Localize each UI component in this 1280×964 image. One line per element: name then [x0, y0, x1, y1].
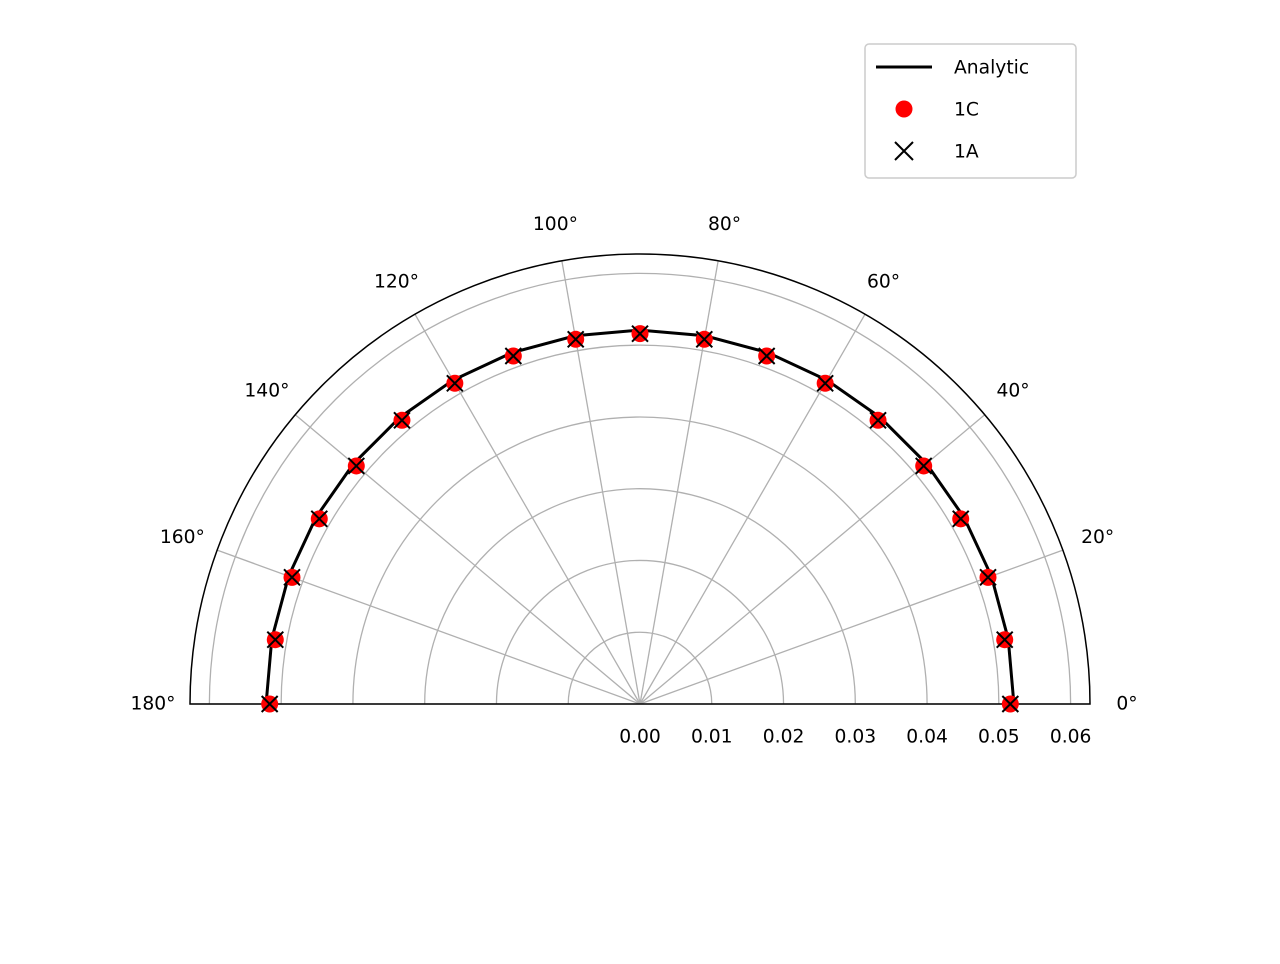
theta-tick-label: 20°	[1081, 527, 1114, 548]
x-marker	[260, 695, 279, 713]
theta-tick-label: 0°	[1116, 694, 1137, 715]
legend-label: 1C	[954, 100, 979, 121]
x-marker	[631, 324, 649, 343]
r-tick-label: 0.04	[906, 727, 948, 748]
x-marker	[283, 568, 301, 587]
theta-tick-label: 180°	[130, 694, 175, 715]
x-marker	[979, 568, 997, 587]
legend-box	[864, 43, 1077, 179]
x-marker	[266, 630, 284, 649]
theta-tick-label: 40°	[997, 380, 1030, 401]
x-marker	[504, 347, 523, 365]
x-marker	[816, 374, 834, 392]
grid-spoke	[639, 414, 986, 705]
grid-spoke	[216, 549, 641, 705]
grid-ring	[424, 488, 856, 705]
grid-ring	[495, 559, 785, 705]
legend-label: Analytic	[954, 58, 1029, 79]
r-tick-label: 0.06	[1050, 727, 1092, 748]
x-marker	[347, 457, 366, 475]
r-tick-label: 0.05	[978, 727, 1020, 748]
x-marker	[914, 457, 933, 475]
legend-marker	[894, 141, 914, 161]
r-tick-label: 0.00	[619, 727, 661, 748]
r-tick-label: 0.03	[835, 727, 877, 748]
grid-ring	[352, 416, 928, 705]
theta-tick-label: 120°	[374, 272, 419, 293]
theta-tick-label: 80°	[708, 214, 741, 235]
x-marker	[952, 510, 970, 528]
grid-spoke	[294, 414, 641, 705]
r-tick-label: 0.02	[763, 727, 805, 748]
legend-label: 1A	[954, 142, 979, 163]
x-marker	[869, 411, 887, 430]
x-marker	[310, 510, 328, 528]
theta-tick-label: 160°	[160, 527, 205, 548]
x-marker	[393, 411, 411, 430]
x-marker	[1001, 695, 1020, 713]
x-marker	[695, 330, 714, 348]
grid-ring	[567, 631, 713, 705]
x-marker	[757, 347, 776, 365]
x-marker	[566, 330, 585, 348]
grid-spoke	[639, 549, 1064, 705]
x-marker	[446, 374, 464, 392]
analytic-line	[264, 328, 1016, 705]
legend-marker	[895, 100, 913, 118]
legend: Analytic 1C 1A	[864, 43, 1077, 179]
grid-ring	[280, 344, 1000, 705]
x-marker	[996, 630, 1014, 649]
r-tick-label: 0.01	[691, 727, 733, 748]
theta-tick-label: 60°	[867, 272, 900, 293]
axis-frame	[189, 253, 1091, 705]
theta-tick-label: 100°	[533, 214, 578, 235]
theta-tick-label: 140°	[244, 380, 289, 401]
